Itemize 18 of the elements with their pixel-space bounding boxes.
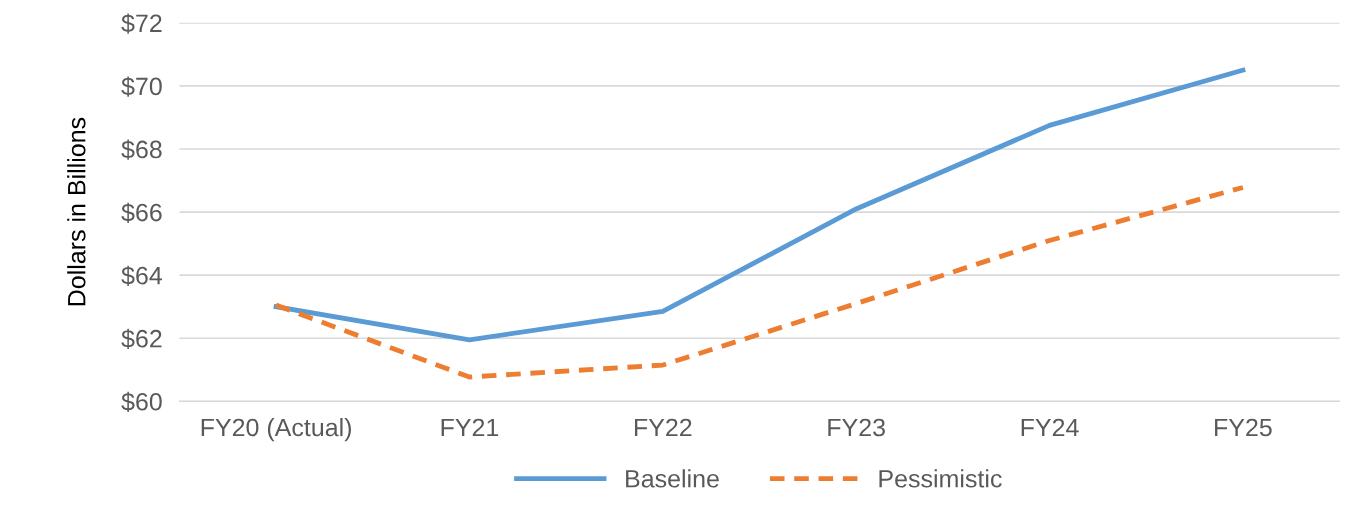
y-tick-label: $66 bbox=[121, 202, 162, 223]
y-tick-label: $64 bbox=[121, 265, 163, 286]
y-tick-label: $70 bbox=[121, 76, 162, 97]
x-tick-label: FY20 (Actual) bbox=[201, 417, 351, 442]
x-tick-label: FY25 bbox=[1215, 418, 1272, 437]
y-axis-title: Dollars in Billions bbox=[67, 117, 86, 306]
y-tick-label: $72 bbox=[121, 13, 162, 34]
x-tick-label: FY22 bbox=[634, 418, 692, 437]
legend-label: Baseline bbox=[626, 469, 719, 488]
x-tick-label: FY23 bbox=[828, 418, 885, 437]
line-series bbox=[273, 67, 1246, 343]
legend-label: Pessimistic bbox=[879, 469, 1002, 488]
line-series bbox=[273, 185, 1246, 380]
y-tick-label: $62 bbox=[121, 328, 162, 350]
x-tick-label: FY24 bbox=[1021, 418, 1079, 437]
y-tick-label: $60 bbox=[121, 391, 162, 413]
x-tick-label: FY21 bbox=[441, 418, 499, 437]
y-tick-label: $68 bbox=[121, 139, 162, 160]
